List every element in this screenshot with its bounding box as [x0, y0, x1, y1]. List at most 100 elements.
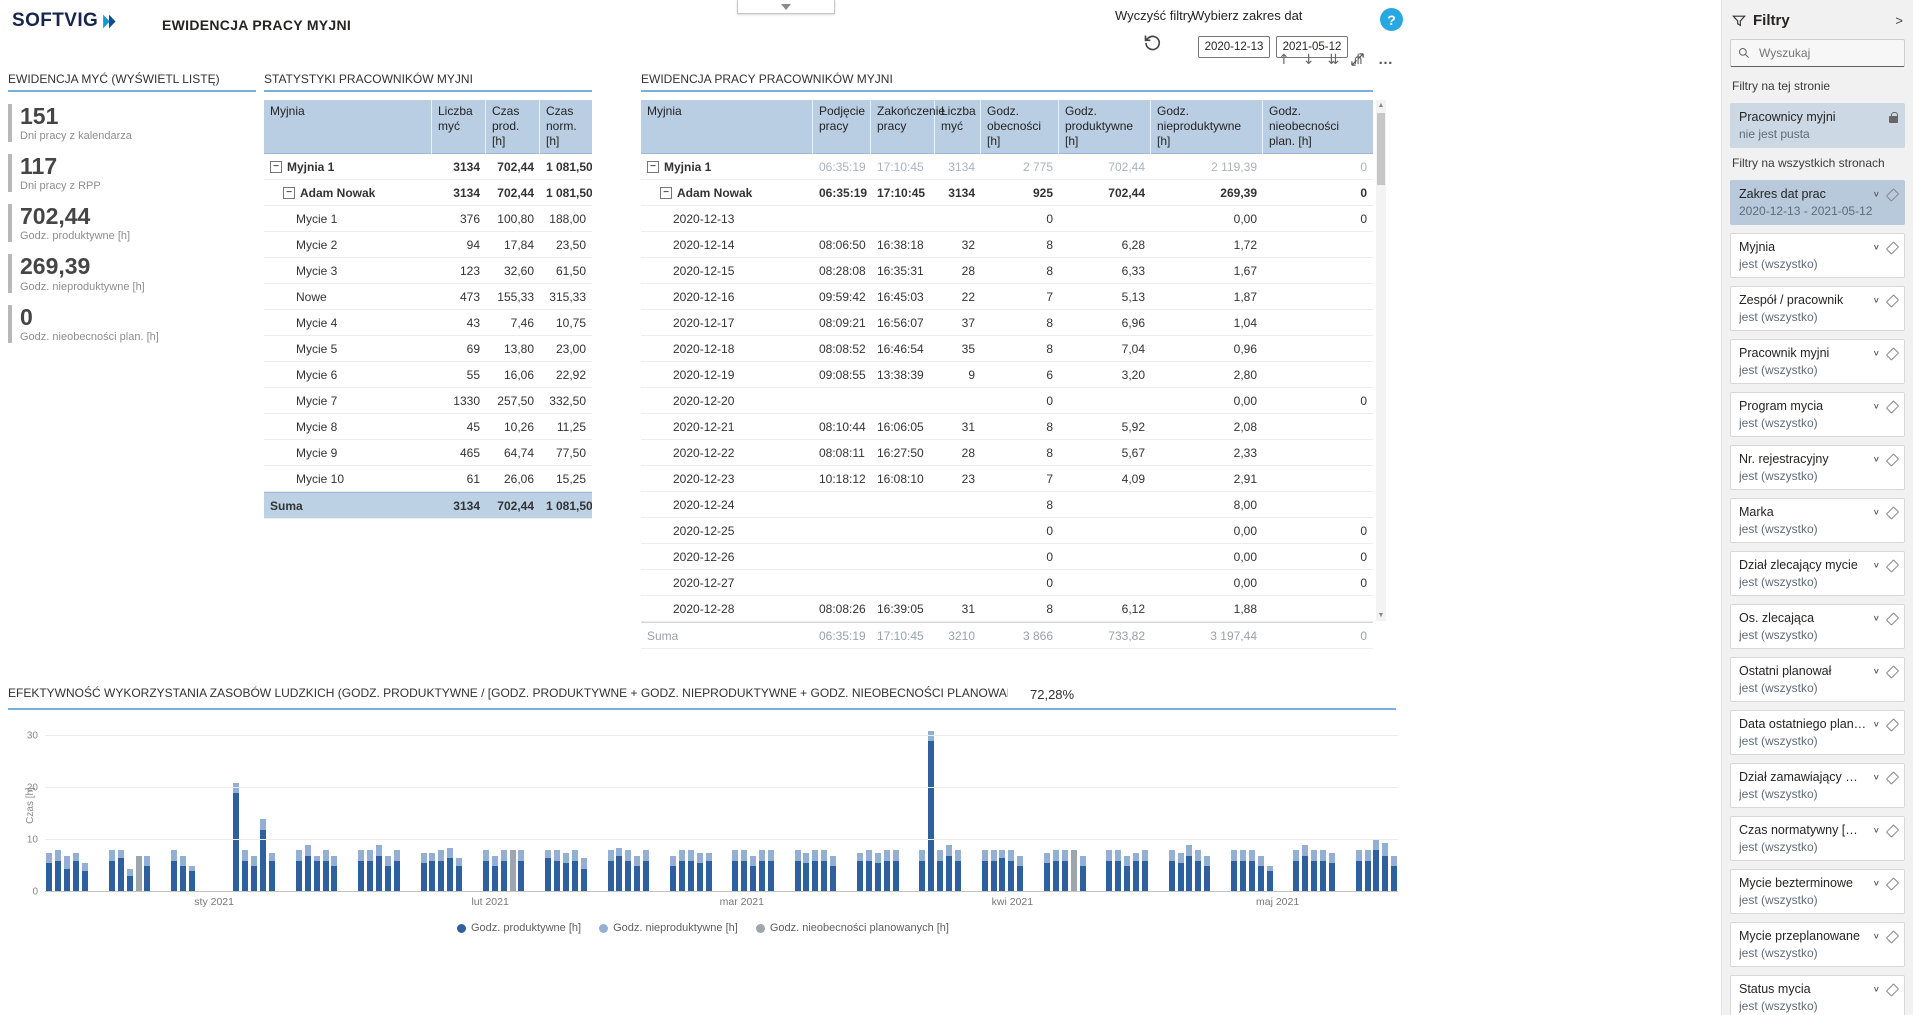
chart-bar[interactable]	[357, 724, 366, 892]
stats-table-row[interactable]: Mycie 9 465 64,74 77,50	[264, 440, 592, 466]
chart-bar[interactable]	[1354, 724, 1363, 892]
work-table-row[interactable]: 2020-12-20 0 0,00 0	[641, 388, 1373, 414]
chart-bar[interactable]	[579, 724, 588, 892]
date-from-input[interactable]	[1198, 36, 1270, 58]
chevron-down-icon[interactable]: ∨	[1872, 508, 1880, 517]
chart-bar[interactable]	[1319, 724, 1328, 892]
legend-item[interactable]: Godz. nieobecności planowanych [h]	[755, 922, 949, 934]
chart-bar[interactable]	[259, 724, 268, 892]
clear-filter-icon[interactable]	[1885, 823, 1900, 838]
chevron-down-icon[interactable]: ∨	[1872, 614, 1880, 623]
chart-bar[interactable]	[945, 724, 954, 892]
work-table-row[interactable]: 2020-12-19 09:08:55 13:38:39 9 6 3,20 2,80	[641, 362, 1373, 388]
chart-bar[interactable]	[553, 724, 562, 892]
chart-bar[interactable]	[455, 724, 464, 892]
chart-bar[interactable]	[918, 724, 927, 892]
chart-bar[interactable]	[1051, 724, 1060, 892]
chart-bar[interactable]	[802, 724, 811, 892]
chart-bar[interactable]	[383, 724, 392, 892]
chart-bar[interactable]	[1132, 724, 1141, 892]
column-header[interactable]: Godz. nieobecności plan. [h]	[1269, 104, 1340, 148]
filter-card[interactable]: Pracownicy myjni nie jest pusta	[1730, 103, 1905, 148]
chart-bar[interactable]	[392, 724, 401, 892]
stats-table-row[interactable]: − Myjnia 1 3134 702,44 1 081,50	[264, 154, 592, 180]
filter-card[interactable]: Ostatni planował jest (wszystko) ∨	[1730, 657, 1905, 702]
chart-bar[interactable]	[562, 724, 571, 892]
work-table-row[interactable]: 2020-12-18 08:08:52 16:46:54 35 8 7,04 0,96	[641, 336, 1373, 362]
column-header[interactable]: Godz. obecności [h]	[981, 100, 1059, 161]
chart-bar[interactable]	[143, 724, 152, 892]
chart-bar[interactable]	[624, 724, 633, 892]
chevron-down-icon[interactable]: ∨	[1872, 720, 1880, 729]
work-table-row[interactable]: 2020-12-24 8 8,00	[641, 492, 1373, 518]
chart-bar[interactable]	[1372, 724, 1381, 892]
chart-bar[interactable]	[63, 724, 72, 892]
collapse-icon[interactable]: −	[270, 160, 282, 173]
clear-filter-icon[interactable]	[1885, 876, 1900, 891]
stats-table-row[interactable]: Mycie 8 45 10,26 11,25	[264, 414, 592, 440]
stats-table-row[interactable]: Mycie 5 69 13,80 23,00	[264, 336, 592, 362]
chart-bar[interactable]	[766, 724, 775, 892]
chart-bar[interactable]	[116, 724, 125, 892]
chart-bar[interactable]	[1069, 724, 1078, 892]
chevron-down-icon[interactable]: ∨	[1872, 349, 1880, 358]
chart-bar[interactable]	[820, 724, 829, 892]
chart-bar[interactable]	[232, 724, 241, 892]
chart-bar[interactable]	[1247, 724, 1256, 892]
clear-filter-icon[interactable]	[1885, 558, 1900, 573]
chart-bar[interactable]	[1043, 724, 1052, 892]
collapse-pane-icon[interactable]: >	[1895, 13, 1903, 28]
chart-bar[interactable]	[1363, 724, 1372, 892]
chart-bar[interactable]	[855, 724, 864, 892]
chart-bar[interactable]	[998, 724, 1007, 892]
chart-bar[interactable]	[1123, 724, 1132, 892]
chart-bar[interactable]	[758, 724, 767, 892]
chart-bar[interactable]	[677, 724, 686, 892]
go-to-next-level-icon[interactable]: ⇊	[1327, 52, 1340, 68]
chart-bar[interactable]	[419, 724, 428, 892]
clear-filter-icon[interactable]	[1885, 664, 1900, 679]
work-table-row[interactable]: − Adam Nowak 06:35:19 17:10:45 3134 925 702,44…	[641, 180, 1373, 206]
stats-table-row[interactable]: Mycie 1 376 100,80 188,00	[264, 206, 592, 232]
chart-bar[interactable]	[446, 724, 455, 892]
chart-bar[interactable]	[740, 724, 749, 892]
chart-bar[interactable]	[1167, 724, 1176, 892]
chevron-down-icon[interactable]: ∨	[1872, 932, 1880, 941]
filter-card[interactable]: Data ostatniego planow... jest (wszystko)…	[1730, 710, 1905, 755]
chart-bar[interactable]	[1256, 724, 1265, 892]
chart-bar[interactable]	[1203, 724, 1212, 892]
chart-bar[interactable]	[428, 724, 437, 892]
chart-bar[interactable]	[936, 724, 945, 892]
chevron-down-icon[interactable]: ∨	[1872, 826, 1880, 835]
filter-card[interactable]: Nr. rejestracyjny jest (wszystko) ∨	[1730, 445, 1905, 490]
filter-card[interactable]: Status mycia jest (wszystko) ∨	[1730, 975, 1905, 1015]
work-table-row[interactable]: 2020-12-22 08:08:11 16:27:50 28 8 5,67 2,33	[641, 440, 1373, 466]
clear-filter-icon[interactable]	[1885, 399, 1900, 414]
chart-bar[interactable]	[1060, 724, 1069, 892]
stats-table-row[interactable]: Mycie 3 123 32,60 61,50	[264, 258, 592, 284]
clear-filters-button[interactable]: Wyczyść filtry	[1115, 8, 1194, 23]
chart-bar[interactable]	[615, 724, 624, 892]
filter-search-input[interactable]	[1757, 45, 1891, 61]
chevron-down-icon[interactable]: ∨	[1872, 985, 1880, 994]
column-header[interactable]: Godz. produktywne [h]	[1059, 100, 1151, 161]
chart-bar[interactable]	[366, 724, 375, 892]
chart-bar[interactable]	[811, 724, 820, 892]
chart-bar[interactable]	[686, 724, 695, 892]
column-header[interactable]: Czas prod. [h]	[486, 100, 540, 161]
collapse-icon[interactable]: −	[283, 186, 295, 199]
column-header[interactable]: Liczba myć	[432, 100, 486, 161]
stats-table-row[interactable]: Mycie 2 94 17,84 23,50	[264, 232, 592, 258]
chart-bar[interactable]	[891, 724, 900, 892]
chevron-down-icon[interactable]: ∨	[1872, 773, 1880, 782]
filter-card[interactable]: Os. zlecająca jest (wszystko) ∨	[1730, 604, 1905, 649]
chart-bar[interactable]	[321, 724, 330, 892]
filter-card[interactable]: Pracownik myjni jest (wszystko) ∨	[1730, 339, 1905, 384]
undo-icon[interactable]	[1140, 32, 1162, 54]
filter-card[interactable]: Czas normatywny [min] jest (wszystko) ∨	[1730, 816, 1905, 861]
chart-bar[interactable]	[864, 724, 873, 892]
chevron-down-icon[interactable]: ∨	[1872, 561, 1880, 570]
chart-bar[interactable]	[1140, 724, 1149, 892]
chart-bar[interactable]	[1078, 724, 1087, 892]
chart-bar[interactable]	[1194, 724, 1203, 892]
